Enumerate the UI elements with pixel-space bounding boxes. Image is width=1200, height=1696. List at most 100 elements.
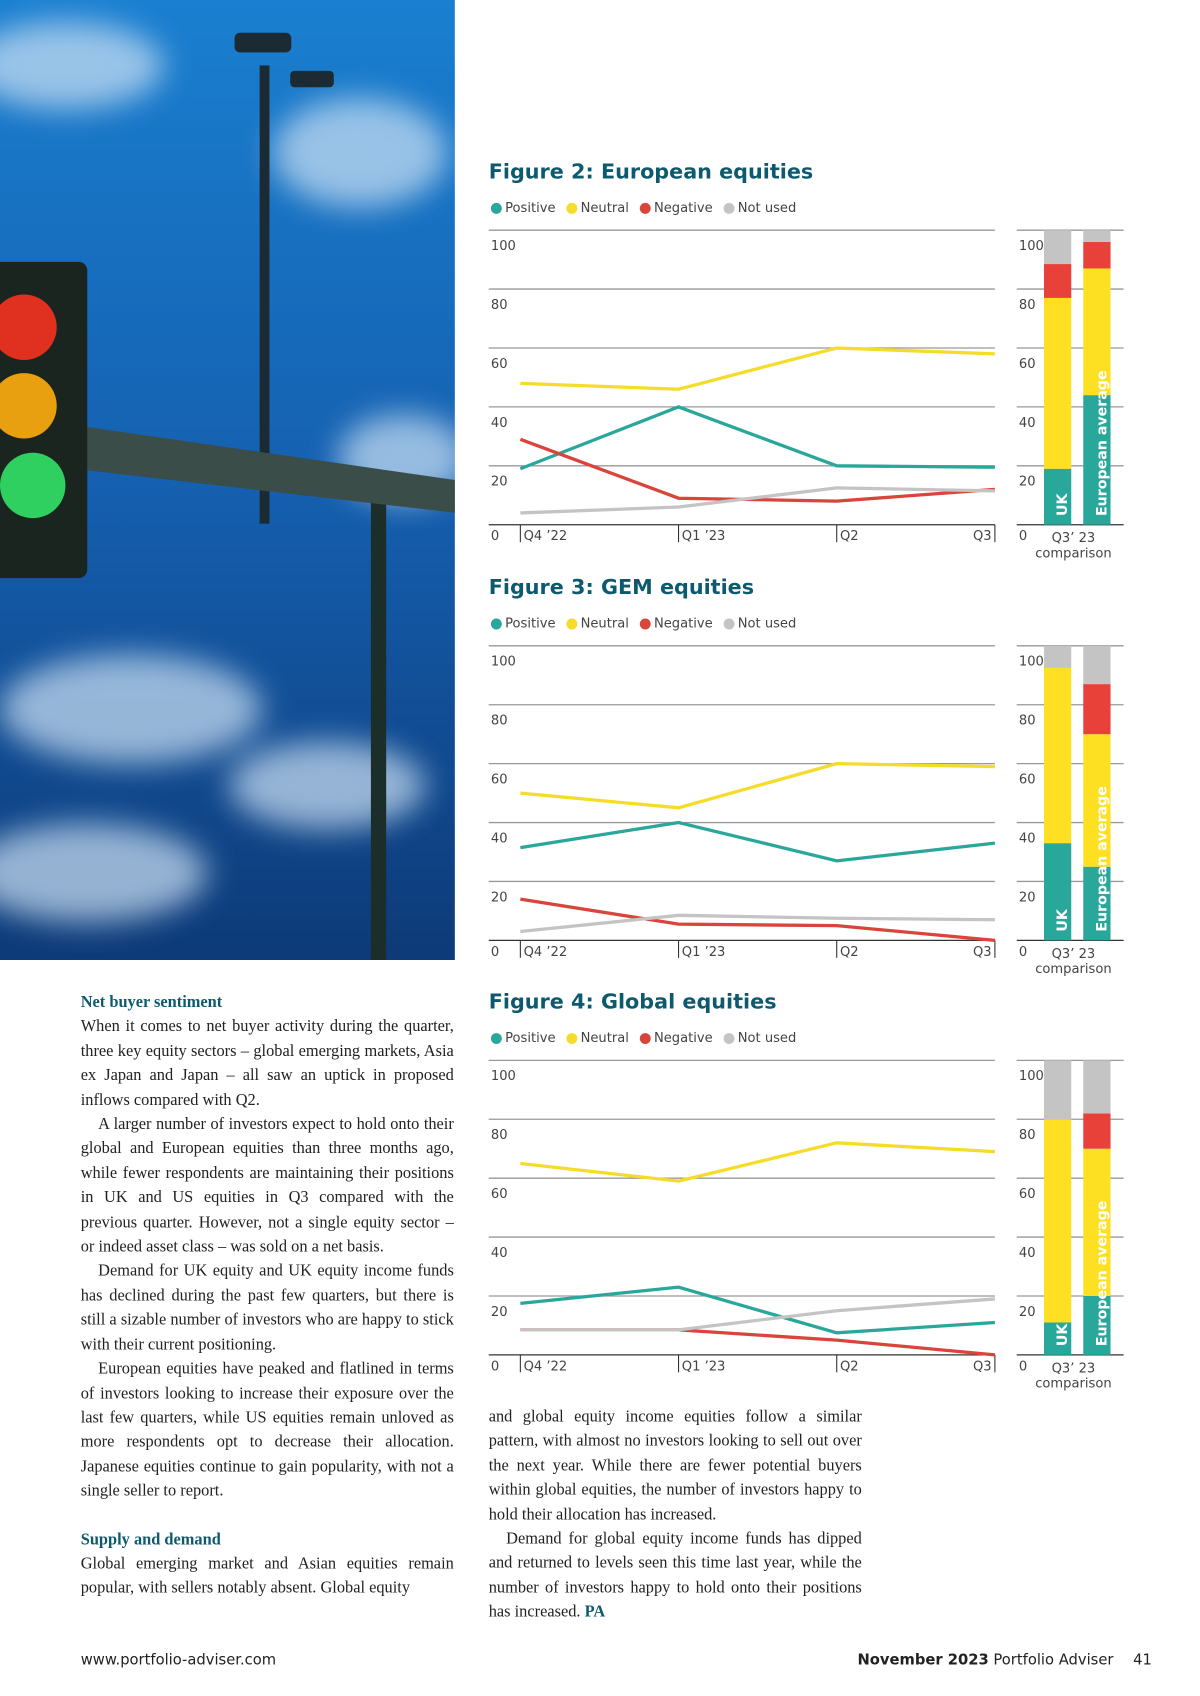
line-series	[520, 820, 996, 863]
line-series	[520, 1141, 995, 1183]
y-tick-label: 20	[491, 890, 508, 905]
line-series	[520, 1285, 996, 1335]
footer-url: www.portfolio-adviser.com	[80, 1651, 277, 1670]
bar-category-label: UK	[1055, 492, 1071, 516]
y-tick-label: 40	[491, 416, 508, 431]
line-series	[519, 437, 996, 503]
x-tick-label: Q3	[973, 529, 992, 544]
legend-label: Neutral	[581, 1031, 629, 1046]
bar-category-label: UK	[1055, 908, 1071, 932]
x-tick-label: Q1 ’23	[682, 945, 726, 960]
article-right: and global equity income equities follow…	[489, 1405, 862, 1625]
bar-segment	[1043, 1119, 1072, 1323]
legend-label: Positive	[505, 201, 555, 216]
y-tick-label: 80	[491, 1128, 508, 1143]
y-tick-label: 20	[1019, 1305, 1036, 1320]
legend-label: Neutral	[581, 201, 629, 216]
bar-segment	[1043, 843, 1072, 941]
line-series	[520, 913, 995, 934]
y-tick-label: 40	[491, 1246, 508, 1261]
y-tick-label: 40	[1019, 831, 1036, 846]
y-tick-label: 20	[491, 475, 508, 490]
bar-segment	[1083, 734, 1111, 867]
x-tick-label: Q4 ’22	[524, 1359, 568, 1374]
legend-label: Negative	[654, 201, 713, 216]
y-tick-label: 80	[1019, 714, 1036, 729]
paragraph: Demand for global equity income funds ha…	[488, 1530, 862, 1622]
y-tick-label: 0	[491, 945, 499, 960]
bar-segment	[1043, 1060, 1072, 1120]
section-heading: Net buyer sentiment	[80, 993, 223, 1012]
bar-segment	[1083, 1113, 1111, 1149]
chart-title: Figure 2: European equities	[489, 159, 814, 183]
legend-label: Negative	[654, 616, 713, 631]
y-tick-label: 100	[491, 1069, 516, 1084]
footer-date: November 2023	[857, 1651, 989, 1670]
y-tick-label: 60	[1019, 357, 1036, 372]
legend-swatch	[490, 202, 502, 214]
y-tick-label: 0	[491, 529, 499, 544]
footer-issue: November 2023 Portfolio Adviser 41	[857, 1652, 1151, 1669]
bar-segment	[1083, 395, 1111, 525]
legend-label: Neutral	[581, 616, 629, 631]
y-tick-label: 0	[1019, 1359, 1027, 1374]
y-tick-label: 0	[491, 1359, 499, 1374]
legend-swatch	[723, 202, 735, 214]
legend-swatch	[639, 618, 651, 630]
footer-magazine: Portfolio Adviser	[993, 1651, 1114, 1670]
y-tick-label: 100	[1019, 655, 1044, 670]
y-tick-label: 0	[1019, 945, 1027, 960]
y-tick-label: 80	[491, 298, 508, 313]
y-tick-label: 100	[491, 655, 516, 670]
section-heading: Supply and demand	[80, 1531, 221, 1549]
y-tick-label: 100	[1019, 239, 1044, 254]
legend-label: Positive	[505, 1031, 555, 1046]
y-tick-label: 100	[1019, 1069, 1044, 1084]
legend-swatch	[723, 1033, 735, 1044]
y-tick-label: 40	[1019, 1246, 1036, 1261]
spacer	[81, 1504, 454, 1528]
bar-segment	[1083, 684, 1111, 735]
bar-segment	[1043, 264, 1072, 298]
line-series	[520, 1297, 996, 1332]
y-tick-label: 100	[491, 239, 516, 254]
bar-segment	[1083, 1148, 1111, 1296]
bar-category-label: UK	[1055, 1323, 1071, 1347]
x-tick-label: Q3	[973, 945, 992, 960]
paragraph: Demand for UK equity and UK equity incom…	[80, 1262, 454, 1354]
y-tick-label: 0	[1019, 529, 1027, 544]
bar-category-label: European average	[1094, 786, 1110, 932]
line-series	[519, 405, 995, 471]
x-axis-label: Q3’ 23 comparison	[1035, 530, 1112, 561]
paragraph: A larger number of investors expect to h…	[80, 1116, 454, 1256]
bar-segment	[1043, 1322, 1072, 1355]
y-tick-label: 40	[1019, 416, 1036, 431]
bar-segment	[1083, 268, 1111, 396]
paragraph: When it comes to net buyer activity duri…	[80, 1018, 454, 1110]
bar-segment	[1083, 230, 1111, 242]
bar-segment	[1083, 1295, 1111, 1355]
y-tick-label: 60	[491, 1187, 508, 1202]
bar-segment	[1043, 297, 1072, 469]
legend-swatch	[566, 202, 578, 214]
chart-title: Figure 3: GEM equities	[489, 575, 754, 599]
y-tick-label: 20	[1019, 890, 1036, 905]
bar-segment	[1043, 667, 1072, 844]
y-tick-label: 60	[1019, 772, 1036, 787]
legend-swatch	[566, 618, 578, 630]
legend-swatch	[566, 1033, 578, 1044]
bar-category-label: European average	[1094, 1201, 1110, 1347]
y-tick-label: 40	[491, 831, 508, 846]
signoff: PA	[584, 1603, 606, 1622]
legend-swatch	[490, 1033, 502, 1044]
photo	[0, 0, 455, 960]
y-tick-label: 20	[491, 1305, 508, 1320]
line-series	[520, 486, 995, 515]
y-tick-label: 20	[1019, 475, 1036, 490]
line-series	[520, 346, 995, 391]
y-tick-label: 80	[491, 714, 508, 729]
legend-label: Not used	[738, 1031, 797, 1046]
x-tick-label: Q1 ’23	[682, 529, 726, 544]
y-tick-label: 60	[491, 772, 508, 787]
paragraph: European equities have peaked and flatli…	[80, 1360, 454, 1501]
